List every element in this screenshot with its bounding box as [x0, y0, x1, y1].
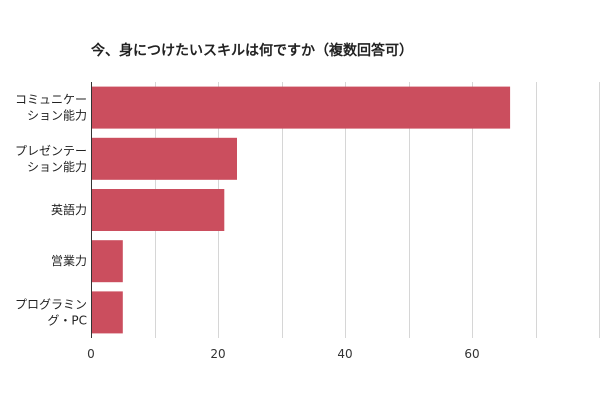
bar: [91, 137, 237, 180]
bar: [91, 291, 123, 334]
x-tick-label: 0: [87, 347, 95, 361]
category-label: ション能力: [27, 160, 87, 174]
x-tick-label: 40: [337, 347, 352, 361]
bar: [91, 240, 123, 283]
x-tick-label: 20: [210, 347, 225, 361]
category-label: 営業力: [51, 254, 87, 268]
category-label: コミュニケー: [15, 93, 87, 107]
chart-title: 今、身につけたいスキルは何ですか（複数回答可）: [91, 43, 413, 59]
bar: [91, 86, 511, 129]
category-label: プログラミン: [15, 297, 87, 311]
category-label: 英語力: [51, 202, 87, 217]
category-label: プレゼンテー: [15, 144, 87, 158]
bar: [91, 189, 225, 231]
category-label: グ・PC: [47, 313, 87, 327]
x-tick-label: 60: [464, 347, 479, 361]
category-label: ション能力: [27, 109, 87, 123]
bars: [91, 86, 511, 334]
